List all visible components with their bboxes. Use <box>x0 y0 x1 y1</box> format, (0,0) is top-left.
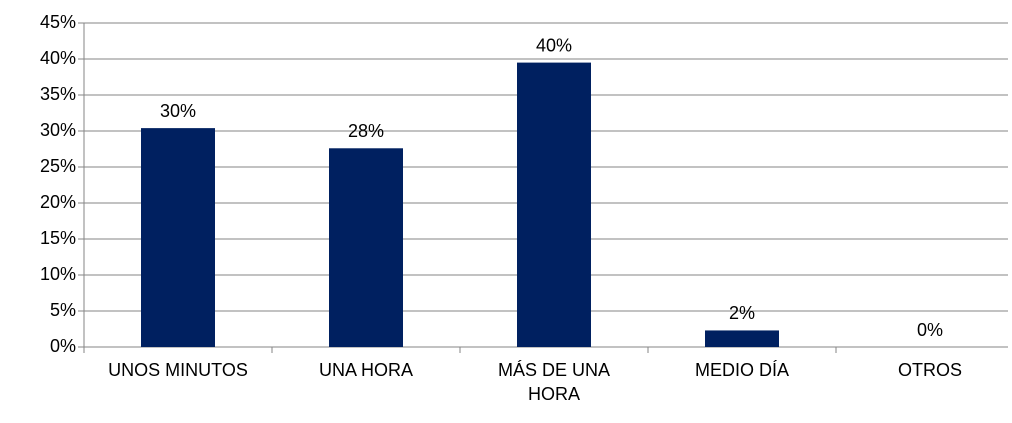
value-label: 2% <box>729 303 755 323</box>
y-tick-label: 20% <box>40 192 76 212</box>
y-tick-label: 0% <box>50 336 76 356</box>
value-label: 40% <box>536 35 572 55</box>
y-tick-label: 45% <box>40 12 76 32</box>
bar <box>705 330 779 347</box>
x-tick-label: MÁS DE UNA HORA <box>497 360 611 404</box>
y-tick-label: 40% <box>40 48 76 68</box>
y-tick-label: 25% <box>40 156 76 176</box>
y-tick-label: 30% <box>40 120 76 140</box>
value-label: 0% <box>917 320 943 340</box>
y-tick-label: 10% <box>40 264 76 284</box>
y-tick-label: 15% <box>40 228 76 248</box>
y-tick-label: 5% <box>50 300 76 320</box>
x-tick-label: UNA HORA <box>318 360 414 380</box>
value-label: 30% <box>160 101 196 121</box>
value-label: 28% <box>348 121 384 141</box>
y-tick-label: 35% <box>40 84 76 104</box>
bar <box>141 128 215 347</box>
bar <box>329 148 403 347</box>
bar <box>517 62 591 347</box>
x-tick-label: OTROS <box>897 360 962 380</box>
x-tick-label: UNOS MINUTOS <box>108 360 248 380</box>
x-tick-label: MEDIO DÍA <box>694 360 789 380</box>
